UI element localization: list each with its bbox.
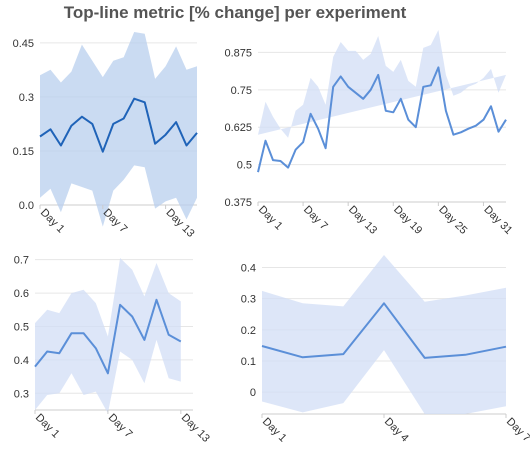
y-tick-label: 0.4 [14, 355, 29, 367]
y-tick-label: 0.1 [241, 356, 256, 368]
confidence-band [262, 255, 506, 414]
x-tick-label: Day 13 [346, 204, 379, 237]
x-tick-label: Day 7 [504, 416, 530, 445]
y-tick-label: 0.3 [14, 388, 29, 400]
x-tick-label: Day 7 [301, 204, 330, 233]
y-tick-label: 0.3 [241, 294, 256, 306]
x-tick-label: Day 1 [33, 412, 62, 441]
x-tick-label: Day 19 [391, 204, 424, 237]
y-tick-label: 0.5 [237, 160, 252, 172]
y-tick-label: 0 [250, 387, 256, 399]
x-tick-label: Day 13 [163, 207, 196, 240]
series-line [257, 66, 507, 173]
y-tick-label: 0.2 [241, 325, 256, 337]
chart-title: Top-line metric [% change] per experimen… [63, 3, 407, 22]
series-line [39, 97, 198, 153]
panel-4: 0 0.1 0.2 0.3 0.4 Day 1 Day 4 Day 7 [241, 255, 530, 444]
series-line [261, 302, 507, 359]
y-tick-label: 0.15 [13, 146, 34, 158]
x-tick-label: Day 1 [260, 416, 289, 445]
y-tick-label: 0.3 [19, 92, 34, 104]
confidence-band [40, 32, 197, 227]
x-tick-label: Day 1 [256, 204, 285, 233]
series-line [34, 298, 182, 375]
y-tick-label: 0.7 [14, 255, 29, 267]
y-tick-label: 0.4 [241, 262, 256, 274]
panel-1: 0.0 0.15 0.3 0.45 Day 1 Day 7 Day 13 [13, 32, 198, 240]
y-tick-label: 0.5 [14, 321, 29, 333]
x-tick-label: Day 4 [382, 416, 411, 445]
y-tick-label: 0.75 [231, 85, 252, 97]
x-tick-label: Day 25 [436, 204, 469, 237]
y-tick-label: 0.6 [14, 288, 29, 300]
confidence-band [258, 30, 506, 138]
y-tick-label: 0.375 [224, 197, 252, 209]
x-tick-label: Day 7 [106, 412, 135, 441]
x-tick-label: Day 1 [38, 207, 67, 236]
y-tick-label: 0.45 [13, 38, 34, 50]
x-tick-label: Day 31 [481, 204, 514, 237]
panel-2: 0.375 0.5 0.625 0.75 0.875 Day 1 Day 7 Day 13 Da… [224, 30, 514, 237]
confidence-band [35, 258, 181, 414]
y-tick-label: 0.875 [224, 47, 252, 59]
x-tick-label: Day 7 [101, 207, 130, 236]
y-tick-label: 0.0 [19, 200, 34, 212]
panel-3: 0.3 0.4 0.5 0.6 0.7 Day 1 Day 7 Day 13 [14, 255, 212, 445]
x-tick-label: Day 13 [179, 412, 212, 445]
y-tick-label: 0.625 [224, 122, 252, 134]
